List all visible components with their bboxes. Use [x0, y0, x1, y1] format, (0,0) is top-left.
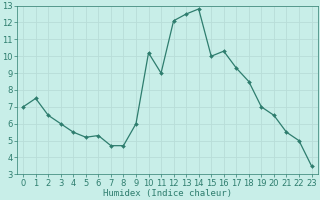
X-axis label: Humidex (Indice chaleur): Humidex (Indice chaleur) [103, 189, 232, 198]
